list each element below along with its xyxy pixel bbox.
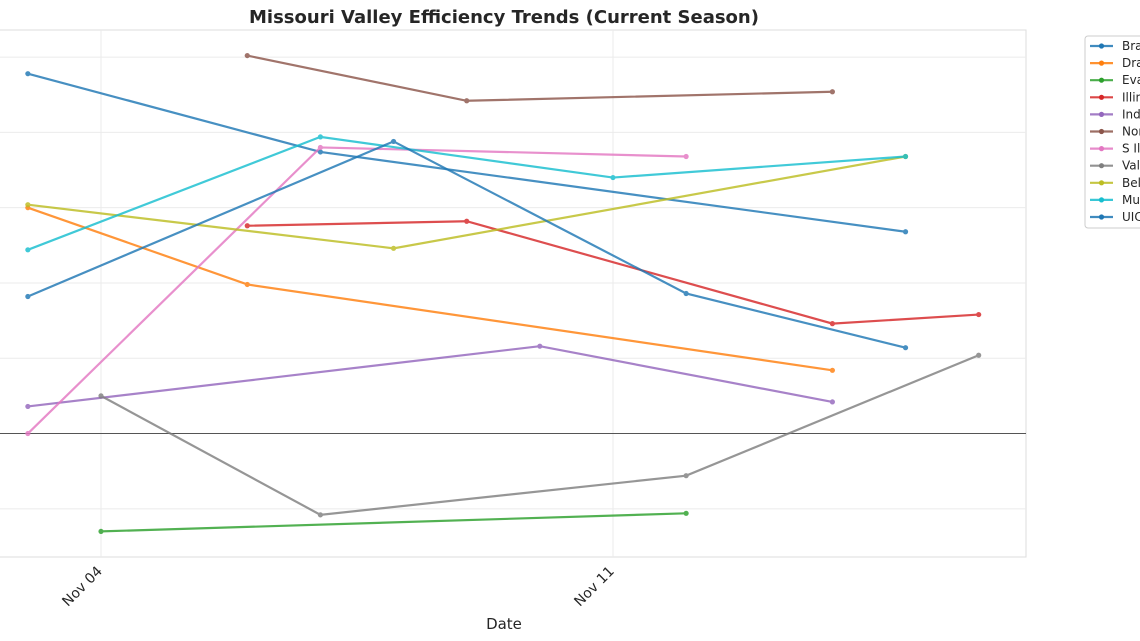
data-point <box>610 174 616 181</box>
legend: Bra Dra Eva Illin Ind Nor S Il Val Bel Mu UIC <box>1084 35 1140 229</box>
data-point <box>829 89 836 95</box>
data-point <box>98 528 104 535</box>
series-illin <box>244 218 982 327</box>
series-val <box>98 352 982 518</box>
legend-entry: Illin <box>1090 90 1140 104</box>
chart-title: Missouri Valley Efficiency Trends (Curre… <box>249 7 759 28</box>
data-point <box>829 367 836 373</box>
series-eva <box>98 510 689 535</box>
data-point <box>25 71 31 77</box>
data-point <box>464 218 470 224</box>
legend-entry: UIC <box>1090 210 1140 224</box>
legend-label: Illin <box>1122 90 1140 104</box>
legend-marker <box>1098 111 1105 117</box>
legend-label: Nor <box>1122 125 1140 139</box>
legend-label: Ind <box>1122 107 1140 121</box>
data-point <box>464 98 470 104</box>
legend-label: Dra <box>1122 56 1140 70</box>
legend-label: Bra <box>1122 39 1140 53</box>
legend-marker <box>1098 94 1105 100</box>
data-point <box>537 343 543 349</box>
legend-entry: Nor <box>1090 125 1140 139</box>
data-point <box>25 202 31 208</box>
data-point <box>25 403 31 410</box>
legend-marker <box>1098 43 1105 49</box>
data-point <box>902 229 909 235</box>
legend-marker <box>1098 128 1105 135</box>
data-point <box>317 512 324 518</box>
data-point <box>683 153 689 160</box>
data-point <box>244 223 250 229</box>
legend-label: Val <box>1122 159 1140 173</box>
legend-label: Mu <box>1122 193 1140 207</box>
legend-label: Eva <box>1122 73 1140 87</box>
legend-entry: Val <box>1090 159 1140 173</box>
legend-marker <box>1098 77 1105 83</box>
legend-label: UIC <box>1122 210 1140 224</box>
data-point <box>317 144 324 151</box>
data-point <box>25 430 31 437</box>
series-line <box>100 354 980 516</box>
series-line <box>27 140 906 349</box>
data-point <box>244 281 250 288</box>
data-point <box>683 473 689 479</box>
legend-marker <box>1098 146 1105 152</box>
data-point <box>390 138 397 145</box>
data-point <box>976 352 982 358</box>
data-point <box>829 321 836 327</box>
legend-entry: S Il <box>1090 142 1140 156</box>
x-tick-label: Nov 04 <box>59 563 105 609</box>
series-bra <box>25 71 909 235</box>
series-mu <box>25 134 909 253</box>
legend-entry: Ind <box>1090 107 1140 121</box>
series-line <box>27 135 906 251</box>
data-point <box>902 153 909 160</box>
data-point <box>829 399 836 405</box>
data-point <box>25 247 31 253</box>
legend-label: S Il <box>1122 142 1140 156</box>
series-uic <box>25 138 909 351</box>
data-point <box>390 245 397 251</box>
series-s-il <box>25 144 689 437</box>
legend-entry: Bel <box>1090 176 1140 190</box>
legend-entry: Mu <box>1090 193 1140 207</box>
legend-entry: Dra <box>1090 56 1140 70</box>
x-tick-label: Nov 11 <box>571 564 617 610</box>
data-point <box>25 293 31 300</box>
legend-entry: Eva <box>1090 73 1140 87</box>
series-line <box>247 220 979 325</box>
data-point <box>683 290 689 297</box>
legend-marker <box>1098 197 1105 203</box>
legend-marker <box>1098 163 1105 169</box>
series-line <box>100 512 687 533</box>
x-axis-label: Date <box>486 615 522 633</box>
plot-area <box>0 29 1027 558</box>
data-point <box>317 149 324 155</box>
legend-marker <box>1098 60 1105 66</box>
legend-marker <box>1098 214 1105 220</box>
series-ind <box>25 343 836 410</box>
data-point <box>98 393 104 399</box>
legend-marker <box>1098 180 1105 186</box>
legend-label: Bel <box>1122 176 1140 190</box>
data-point <box>902 345 909 351</box>
legend-entry: Bra <box>1090 39 1140 53</box>
data-point <box>976 311 982 318</box>
data-point <box>317 134 324 140</box>
series-nor <box>244 52 836 104</box>
data-point <box>683 510 689 516</box>
data-point <box>244 52 250 59</box>
